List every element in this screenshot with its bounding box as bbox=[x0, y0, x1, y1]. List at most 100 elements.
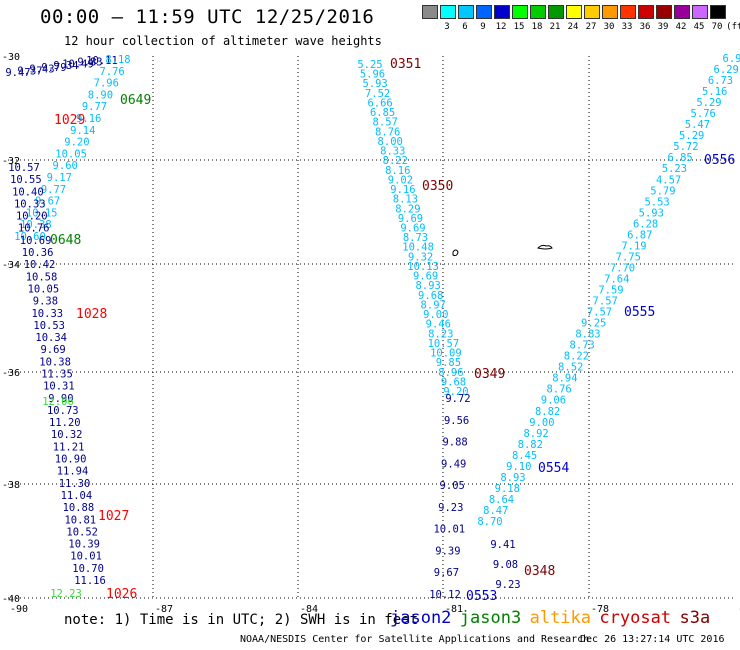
wave-height-value: 10.38 bbox=[39, 356, 71, 368]
lon-tick-label: -90 bbox=[10, 604, 28, 615]
wave-height-value: 9.16 bbox=[76, 113, 101, 125]
wave-height-value: 11.04 bbox=[61, 490, 93, 502]
wave-height-value: 7.52 bbox=[365, 88, 390, 100]
wave-height-value: 11.94 bbox=[57, 466, 89, 478]
wave-height-value: 7.64 bbox=[604, 274, 629, 286]
wave-height-value: 10.01 bbox=[70, 551, 102, 563]
wave-height-value: 9.60 bbox=[53, 160, 78, 172]
wave-height-value: 10.81 bbox=[64, 514, 96, 526]
scale-label: 21 bbox=[549, 22, 561, 32]
wave-height-value: 9.05 bbox=[440, 480, 465, 492]
wave-height-value: 10.31 bbox=[43, 381, 75, 393]
wave-height-value: 8.57 bbox=[373, 117, 398, 129]
wave-height-value: 10.53 bbox=[33, 320, 65, 332]
wave-height-value: 10.05 bbox=[55, 148, 87, 160]
wave-height-value: 10.11 bbox=[86, 55, 118, 67]
scale-swatch bbox=[710, 5, 726, 19]
wave-height-value: 10.33 bbox=[31, 308, 63, 320]
wave-height-value: 6.9 bbox=[723, 53, 740, 65]
scale-swatch bbox=[440, 5, 456, 19]
lon-tick-label: -75 bbox=[738, 604, 740, 615]
wave-height-value: 9.00 bbox=[423, 309, 448, 321]
wave-height-value: 9.00 bbox=[529, 417, 554, 429]
wave-height-value: 10.38 bbox=[20, 219, 52, 231]
wave-height-value: 5.16 bbox=[702, 86, 727, 98]
wave-height-value: 9.14 bbox=[70, 125, 95, 137]
wave-height-value: 8.97 bbox=[421, 299, 446, 311]
wave-height-value-high: 12.23 bbox=[50, 588, 82, 600]
scale-swatch bbox=[512, 5, 528, 19]
wave-height-value: 9.32 bbox=[408, 251, 433, 263]
wave-height-value: 8.13 bbox=[393, 194, 418, 206]
wave-height-value: 7.57 bbox=[593, 296, 618, 308]
wave-height-value: 9.68 bbox=[418, 290, 443, 302]
wave-height-value: 10.12 bbox=[429, 589, 461, 601]
page-subtitle: 12 hour collection of altimeter wave hei… bbox=[64, 34, 382, 48]
wave-height-value: 11.35 bbox=[41, 369, 73, 381]
wave-height-value: 5.29 bbox=[679, 130, 704, 142]
wave-height-value: 10.05 bbox=[28, 284, 60, 296]
pass-time-label: 0350 bbox=[422, 179, 453, 194]
wave-height-value: 9.02 bbox=[388, 174, 413, 186]
wave-height-value: 10.49 bbox=[62, 58, 94, 70]
scale-label: 3 bbox=[444, 22, 450, 32]
credit-text: NOAA/NESDIS Center for Satellite Applica… bbox=[240, 634, 590, 645]
scale-swatch bbox=[458, 5, 474, 19]
scale-swatch bbox=[638, 5, 654, 19]
wave-height-value: 10.42 bbox=[24, 259, 56, 271]
wave-height-value: 10.76 bbox=[18, 223, 50, 235]
wave-height-value: 9.85 bbox=[436, 357, 461, 369]
wave-height-value: 10.69 bbox=[20, 235, 52, 247]
pass-time-label: 1029 bbox=[54, 113, 85, 128]
wave-height-value: 5.76 bbox=[691, 108, 716, 120]
wave-height-value: 10.58 bbox=[26, 271, 58, 283]
wave-height-value: 6.85 bbox=[667, 152, 692, 164]
wave-height-value: 11.16 bbox=[74, 575, 106, 587]
island-outline bbox=[452, 249, 459, 257]
wave-height-value: 6.85 bbox=[370, 107, 395, 119]
wave-height-value: 10.09 bbox=[430, 348, 462, 360]
wave-height-value: 10.36 bbox=[22, 247, 54, 259]
scale-label: 30 bbox=[603, 22, 615, 32]
wave-height-value: 9.69 bbox=[40, 344, 65, 356]
wave-height-value: 8.82 bbox=[518, 439, 543, 451]
wave-height-value: 8.93 bbox=[500, 472, 525, 484]
wave-height-value: 10.40 bbox=[12, 186, 44, 198]
wave-height-value: 8.45 bbox=[512, 450, 537, 462]
pass-time-label: 1028 bbox=[76, 307, 107, 322]
wave-height-value: 9.23 bbox=[438, 502, 463, 514]
scale-swatch bbox=[422, 5, 438, 19]
scale-label: 24 bbox=[567, 22, 579, 32]
legend-item-cryosat: cryosat bbox=[599, 608, 672, 628]
wave-height-value: 8.93 bbox=[416, 280, 441, 292]
wave-height-value: 9.88 bbox=[442, 437, 467, 449]
scale-label: 33 bbox=[621, 22, 633, 32]
wave-height-value: 5.93 bbox=[362, 78, 387, 90]
page-title: 00:00 – 11:59 UTC 12/25/2016 bbox=[40, 6, 375, 28]
scale-swatch bbox=[656, 5, 672, 19]
wave-height-value: 8.76 bbox=[546, 384, 571, 396]
wave-height-value: 8.73 bbox=[570, 340, 595, 352]
pass-time-label: 0554 bbox=[538, 461, 569, 476]
wave-height-value: 5.53 bbox=[644, 196, 669, 208]
wave-height-value: 5.47 bbox=[685, 119, 710, 131]
wave-height-value: 9.69 bbox=[413, 271, 438, 283]
wave-height-value: 10.33 bbox=[14, 198, 46, 210]
wave-height-value-high: 12.06 bbox=[42, 396, 74, 408]
wave-height-value: 9.56 bbox=[444, 415, 469, 427]
wave-height-value: 11.30 bbox=[59, 478, 91, 490]
wave-height-value: 10.60 bbox=[14, 231, 46, 243]
scale-swatch bbox=[494, 5, 510, 19]
wave-height-value: 8.64 bbox=[489, 494, 514, 506]
pass-time-label: 0553 bbox=[466, 589, 497, 604]
wave-height-value: 11.21 bbox=[53, 441, 85, 453]
scale-swatch bbox=[530, 5, 546, 19]
wave-height-value: 9.34 bbox=[53, 60, 78, 72]
scale-unit: (ft) bbox=[726, 22, 740, 32]
wave-height-value: 9.10 bbox=[506, 461, 531, 473]
wave-height-value: 9.20 bbox=[443, 386, 468, 398]
wave-height-value: 8.33 bbox=[380, 146, 405, 158]
scale-swatch bbox=[566, 5, 582, 19]
wave-height-value: 5.23 bbox=[662, 163, 687, 175]
